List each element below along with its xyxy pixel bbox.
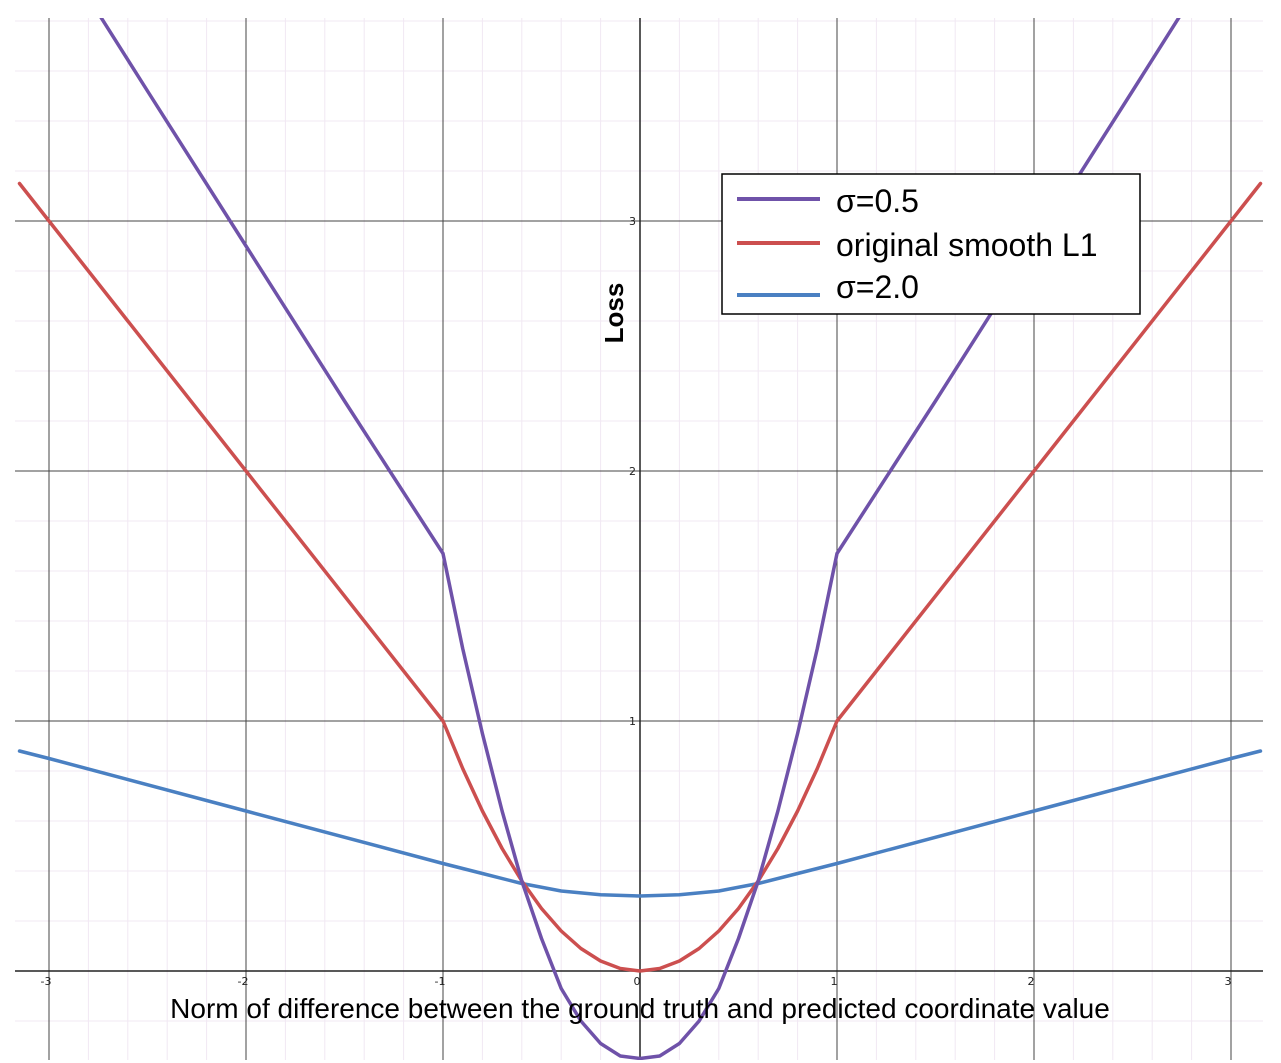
x-tick-label: 3 bbox=[1225, 975, 1232, 988]
x-tick-label: 1 bbox=[831, 975, 838, 988]
x-axis-title: Norm of difference between the ground tr… bbox=[170, 993, 1110, 1024]
y-tick-label: 1 bbox=[629, 715, 636, 728]
series-line-0-5 bbox=[99, 18, 1181, 1060]
x-tick-label: 0 bbox=[634, 975, 641, 988]
x-tick-label: -3 bbox=[41, 975, 52, 988]
x-tick-label: -1 bbox=[435, 975, 446, 988]
y-tick-label: 3 bbox=[629, 215, 636, 228]
x-tick-label: 2 bbox=[1028, 975, 1035, 988]
legend-label-sigma-0-5: σ=0.5 bbox=[836, 183, 919, 219]
legend: σ=0.5 original smooth L1 σ=2.0 bbox=[721, 173, 1141, 315]
series-line-2-0 bbox=[17, 749, 1263, 898]
x-tick-label: -2 bbox=[238, 975, 249, 988]
y-tick-label: 2 bbox=[629, 465, 636, 478]
legend-label-original-smooth-l1: original smooth L1 bbox=[836, 227, 1097, 263]
y-axis-title: Loss bbox=[599, 283, 629, 344]
series-line-original-smooth-l1 bbox=[17, 181, 1263, 973]
series-lines bbox=[17, 18, 1263, 1060]
legend-label-sigma-2-0: σ=2.0 bbox=[836, 269, 919, 305]
tick-labels: -3 -2 -1 0 1 2 3 1 2 3 bbox=[41, 215, 1232, 988]
